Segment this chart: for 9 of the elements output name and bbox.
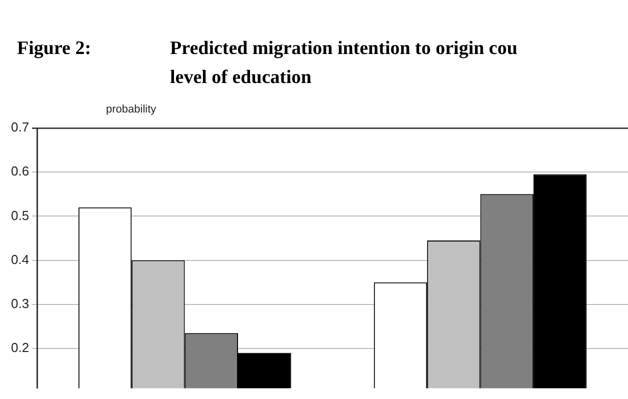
y-tick-label: 0.5 <box>10 208 30 223</box>
y-tick-label: 0.2 <box>10 340 30 356</box>
y-tick-label: 0.7 <box>10 120 30 135</box>
y-tick-label: 0.4 <box>10 252 30 267</box>
y-tick-label: 0.3 <box>10 296 30 311</box>
y-tick-label: 0.6 <box>10 164 30 179</box>
y-axis-title: probability <box>106 104 157 116</box>
chart-subtitle: Predicted migration intention to origin cou level of education <box>170 37 518 90</box>
chart-title: Figure 2: <box>16 37 92 61</box>
